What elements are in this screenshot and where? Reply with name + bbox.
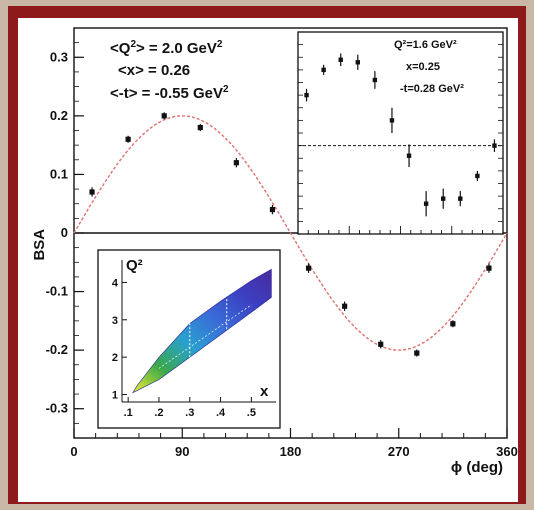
fit-curve — [73, 115, 508, 351]
y-tick-label-4: 0.1 — [50, 166, 68, 181]
heatmap-y-label: Q² — [126, 257, 143, 274]
data-point-10 — [450, 321, 456, 327]
annotation-x: <x> = 0.26 — [118, 62, 190, 79]
y-tick-label-3: 0 — [61, 225, 68, 240]
data-point-1 — [125, 136, 131, 142]
y-tick-label-1: -0.2 — [46, 342, 68, 357]
data-point-3 — [197, 124, 203, 131]
inset-bottom-left: .1 .2 .3 .4 .5 1 2 3 4 x Q² — [97, 249, 281, 429]
y-tick-label-5: 0.2 — [50, 108, 68, 123]
plot-panel: 0 90 180 270 360 -0.3 -0.2 -0.1 0 0.1 0.2 0.3 ϕ (deg… — [18, 18, 518, 502]
data-point-0 — [89, 189, 95, 195]
heatmap-x-tick-label-3: .4 — [216, 407, 226, 419]
inset-annotation-x: x=0.25 — [406, 61, 440, 73]
data-point-4 — [233, 160, 239, 166]
heatmap-x-tick-label-2: .3 — [185, 407, 194, 419]
inset-annotation-t: -t=0.28 GeV² — [400, 83, 464, 95]
data-point-7 — [342, 303, 348, 309]
annotation-q2: <Q2> = 2.0 GeV2 — [110, 39, 223, 57]
y-tick-label-2: -0.1 — [46, 284, 68, 299]
annotation-t: <-t> = -0.55 GeV2 — [110, 84, 229, 102]
inset-point-2 — [338, 57, 343, 62]
data-point-2 — [161, 113, 167, 119]
inset-point-3 — [355, 60, 360, 65]
inset-point-4 — [372, 77, 378, 83]
x-tick-label-1: 90 — [175, 444, 189, 459]
x-axis-label: ϕ (deg) — [451, 459, 503, 476]
heatmap-y-tick-label-3: 4 — [112, 277, 119, 289]
inset-point-7 — [423, 201, 429, 206]
data-point-8 — [378, 341, 384, 347]
inset-top-right: Q²=1.6 GeV² x=0.25 -t=0.28 GeV² — [297, 31, 504, 235]
inset-point-5 — [389, 118, 395, 123]
heatmap-bin-line-3 — [158, 304, 252, 369]
y-axis-label: BSA — [31, 229, 48, 261]
heatmap-x-tick-label-4: .5 — [247, 407, 256, 419]
heatmap-x-tick-label-0: .1 — [124, 407, 133, 419]
data-point-6 — [305, 265, 312, 271]
inset-annotation-q2: Q²=1.6 GeV² — [394, 39, 457, 51]
heatmap-x-label: x — [260, 383, 269, 400]
heatmap-x-tick-label-1: .2 — [154, 407, 163, 419]
data-point-9 — [414, 350, 420, 356]
x-tick-label-4: 360 — [496, 444, 518, 459]
inset-frame — [297, 31, 504, 235]
x-tick-label-0: 0 — [70, 444, 77, 459]
heatmap-region — [131, 268, 272, 394]
heatmap-y-tick-label-2: 3 — [112, 315, 118, 327]
heatmap-y-tick-label-0: 1 — [112, 390, 118, 402]
inset-point-1 — [321, 67, 326, 73]
heatmap-y-tick-label-1: 2 — [112, 352, 118, 364]
inset-point-8 — [441, 196, 446, 201]
y-tick-label-0: -0.3 — [46, 401, 68, 416]
y-tick-label-6: 0.3 — [50, 49, 68, 64]
x-tick-label-2: 180 — [280, 444, 302, 459]
data-point-11 — [486, 265, 492, 271]
inset-point-10 — [475, 173, 480, 179]
inset-point-11 — [492, 143, 497, 148]
inset-point-6 — [406, 153, 412, 158]
x-tick-label-3: 270 — [388, 444, 410, 459]
chart-svg: 0 90 180 270 360 -0.3 -0.2 -0.1 0 0.1 0.2 0.3 ϕ (deg… — [31, 27, 518, 476]
inset-point-0 — [304, 92, 309, 98]
inset-point-9 — [458, 196, 463, 201]
data-point-5 — [269, 206, 276, 213]
